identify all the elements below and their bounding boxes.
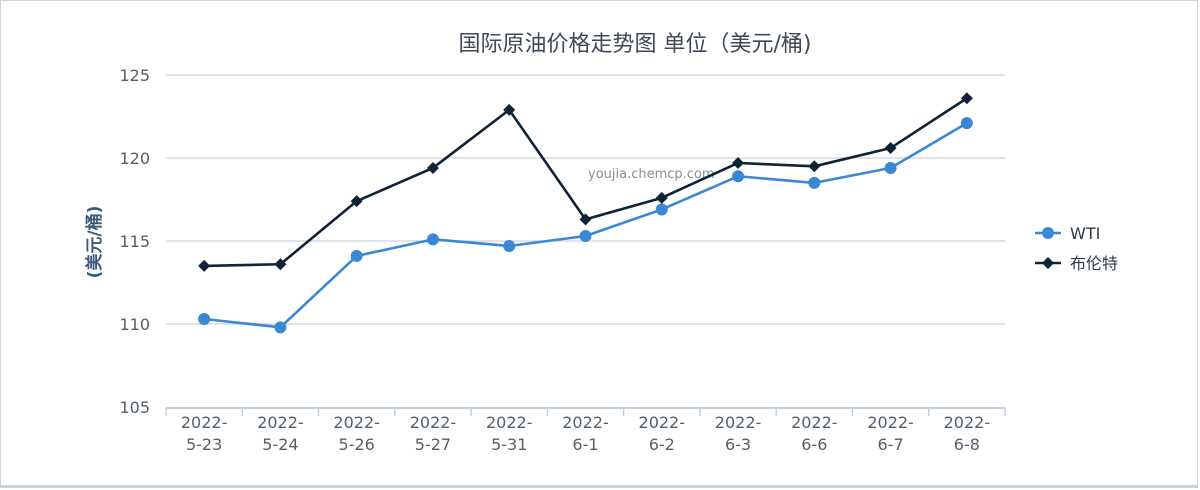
x-tick-label: 2022-5-23 [181,413,228,454]
data-point[interactable] [960,117,973,130]
legend-label: WTI [1070,224,1100,243]
data-point[interactable] [655,203,668,216]
x-tick-label: 2022-6-2 [639,413,686,454]
y-tick-label: 120 [119,149,150,168]
legend-label: 布伦特 [1070,254,1118,273]
x-tick-label: 2022-5-26 [333,413,380,454]
data-point[interactable] [198,313,211,326]
x-tick-label: 2022-6-6 [791,413,838,454]
x-tick-label: 2022-6-8 [944,413,991,454]
data-point[interactable] [884,161,897,174]
chart-title: 国际原油价格走势图 单位（美元/桶) [459,32,812,57]
y-axis-label: (美元/桶) [84,206,105,279]
x-tick-label: 2022-5-31 [486,413,533,454]
legend-item[interactable]: 布伦特 [1035,254,1118,273]
y-tick-label: 115 [119,232,150,251]
data-point[interactable] [732,156,745,169]
y-tick-label: 110 [119,315,150,334]
y-axis-ticks: 105 110 115 120 125 [119,66,150,417]
legend: WTI 布伦特 [1035,224,1118,273]
x-axis: 2022-5-23 2022-5-24 2022-5-26 2022-5-27 2022… [165,407,1006,454]
data-point[interactable] [960,92,973,105]
x-tick-label: 2022-5-24 [257,413,304,454]
data-point[interactable] [350,249,363,262]
data-point[interactable] [274,258,287,271]
y-tick-label: 105 [119,398,150,417]
grid-lines [166,74,1005,325]
data-point[interactable] [350,195,363,208]
y-tick-label: 125 [119,66,150,85]
data-point[interactable] [274,321,287,334]
x-tick-label: 2022-6-7 [867,413,914,454]
data-point[interactable] [655,191,668,204]
watermark-text: youjia.chemcp.com [588,167,715,182]
data-point[interactable] [426,161,439,174]
data-point[interactable] [503,239,516,252]
x-tick-label: 2022-6-3 [715,413,762,454]
data-point[interactable] [198,259,211,272]
x-tick-label: 2022-6-1 [562,413,609,454]
data-point[interactable] [426,233,439,246]
legend-marker [1042,257,1054,269]
data-point[interactable] [808,176,821,189]
x-tick-label: 2022-5-27 [410,413,457,454]
series-group [198,92,973,334]
data-point[interactable] [579,213,592,226]
data-point[interactable] [808,160,821,173]
data-point[interactable] [732,170,745,183]
legend-marker [1042,227,1054,239]
data-point[interactable] [579,230,592,243]
data-point[interactable] [503,103,516,116]
series-brent [198,92,973,272]
legend-item[interactable]: WTI [1035,224,1100,243]
series-wti [198,117,973,334]
data-point[interactable] [884,142,897,155]
